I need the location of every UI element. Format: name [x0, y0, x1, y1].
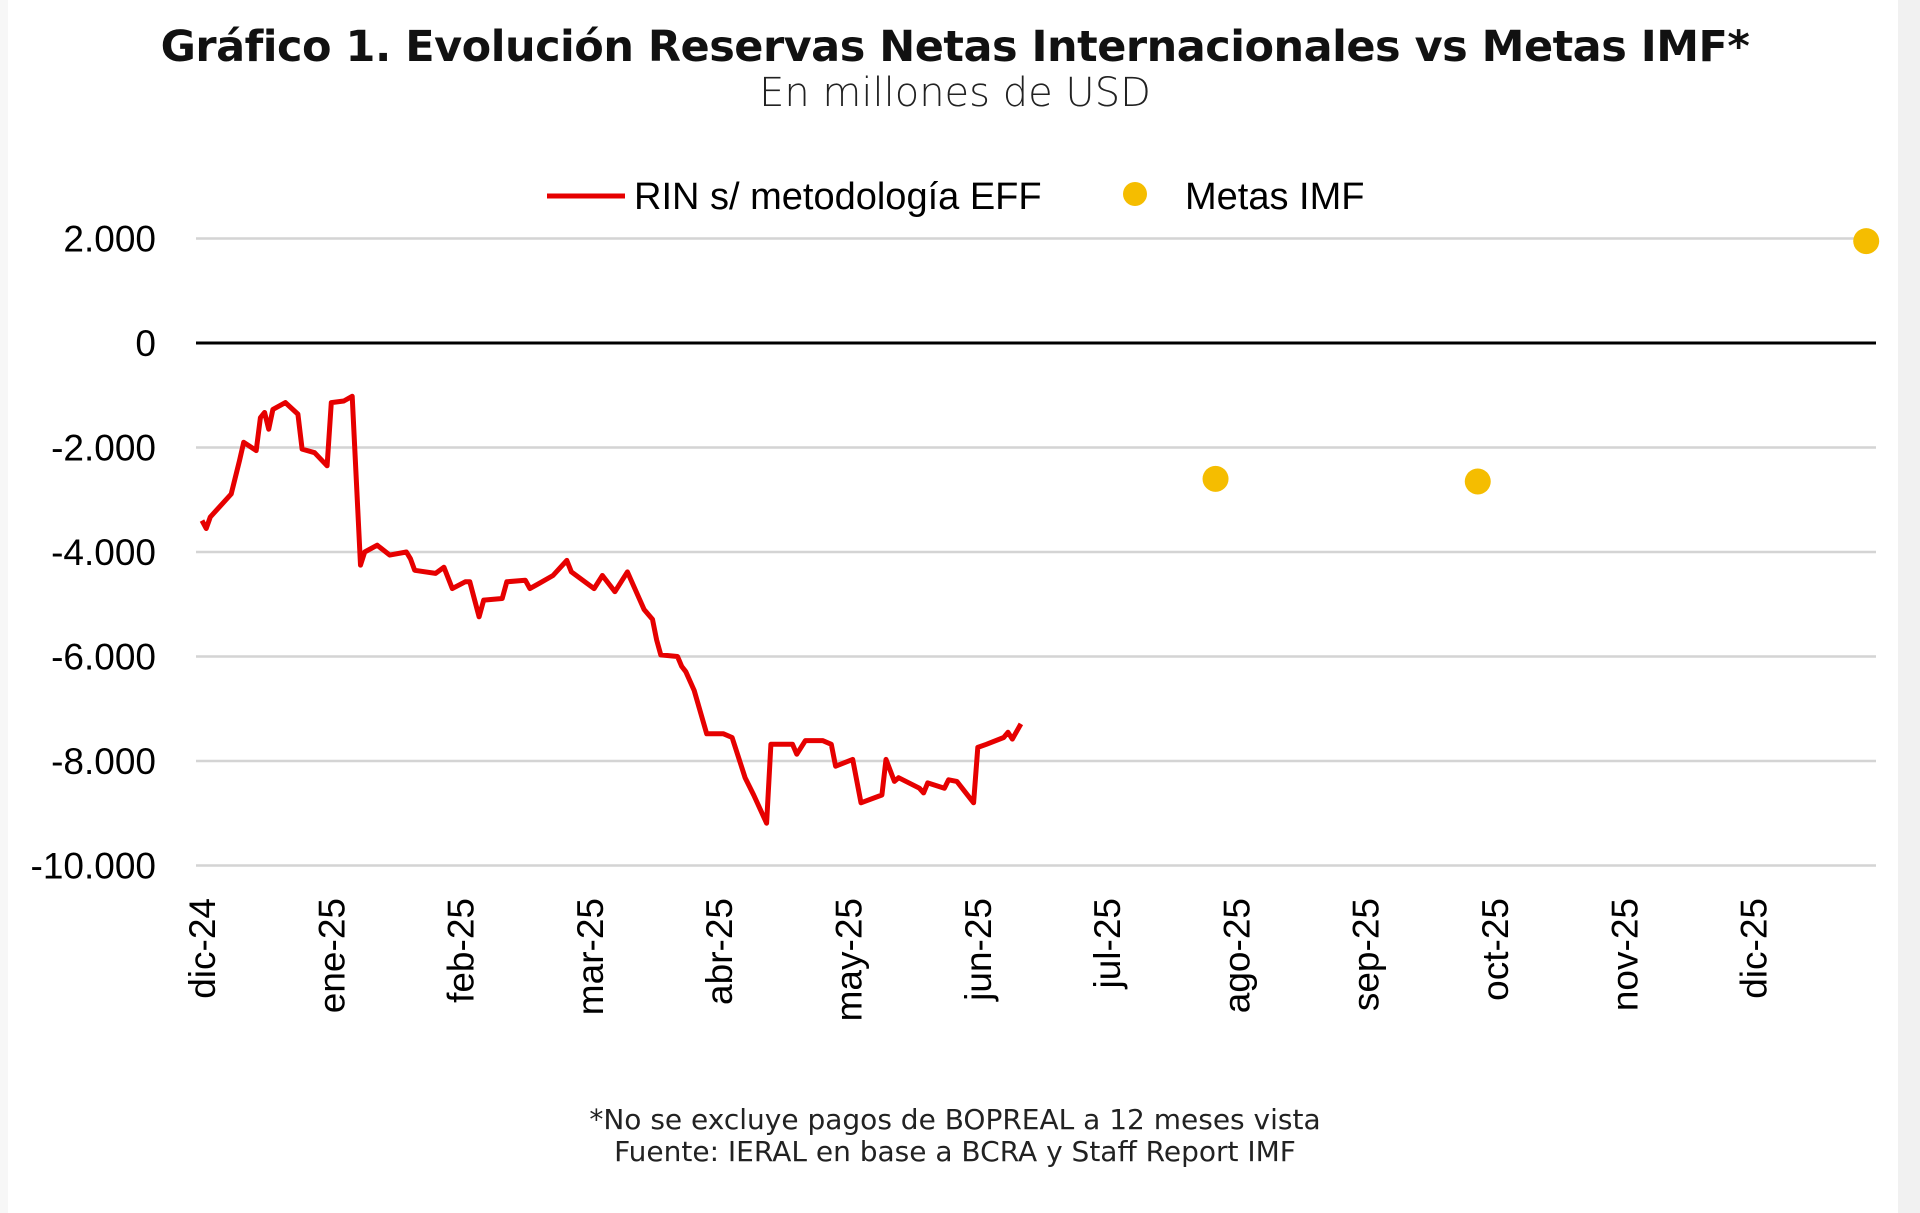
y-tick-label: -4.000 [51, 532, 156, 573]
x-axis-ticks: dic-24 ene-25 feb-25 mar-25 abr-25 may-25 jun-… [182, 898, 1775, 1021]
x-tick-label: mar-25 [570, 898, 611, 1015]
y-axis-ticks: 2.000 0 -2.000 -4.000 -6.000 -8.000 -10.000 [31, 219, 157, 887]
series [199, 228, 1880, 826]
x-tick-label: may-25 [829, 898, 870, 1021]
chart-subtitle: En millones de USD [759, 70, 1151, 116]
y-tick-label: -8.000 [51, 741, 156, 782]
y-tick-label: -2.000 [51, 428, 156, 469]
x-tick-label: jun-25 [958, 898, 999, 1002]
source-note: Fuente: IERAL en base a BCRA y Staff Rep… [614, 1135, 1296, 1168]
footnote: *No se excluye pagos de BOPREAL a 12 mes… [589, 1103, 1321, 1136]
left-border [0, 0, 8, 1213]
right-border [1898, 0, 1920, 1213]
metas-imf-point [1853, 228, 1880, 255]
legend-label-rin: RIN s/ metodología EFF [634, 176, 1042, 218]
x-tick-label: sep-25 [1346, 898, 1387, 1011]
y-tick-label: 2.000 [63, 219, 156, 260]
x-tick-label: oct-25 [1475, 898, 1516, 1001]
x-tick-label: feb-25 [441, 898, 482, 1003]
metas-imf-point [1202, 465, 1229, 492]
legend: RIN s/ metodología EFF Metas IMF [547, 176, 1364, 218]
legend-label-metas: Metas IMF [1185, 176, 1364, 218]
x-tick-label: ago-25 [1216, 898, 1257, 1013]
x-tick-label: jul-25 [1087, 898, 1128, 990]
x-tick-label: abr-25 [699, 898, 740, 1005]
y-tick-label: -10.000 [31, 846, 157, 887]
y-tick-label: -6.000 [51, 637, 156, 678]
rin-line [199, 393, 1024, 826]
x-tick-label: dic-25 [1734, 898, 1775, 999]
x-tick-label: ene-25 [311, 898, 352, 1013]
x-tick-label: dic-24 [182, 898, 223, 999]
legend-dot-swatch [1123, 182, 1147, 206]
chart-title: Gráfico 1. Evolución Reservas Netas Inte… [160, 22, 1750, 72]
y-tick-label: 0 [135, 323, 156, 364]
x-tick-label: nov-25 [1604, 898, 1645, 1011]
gridlines [196, 237, 1876, 867]
metas-imf-point [1464, 468, 1491, 495]
